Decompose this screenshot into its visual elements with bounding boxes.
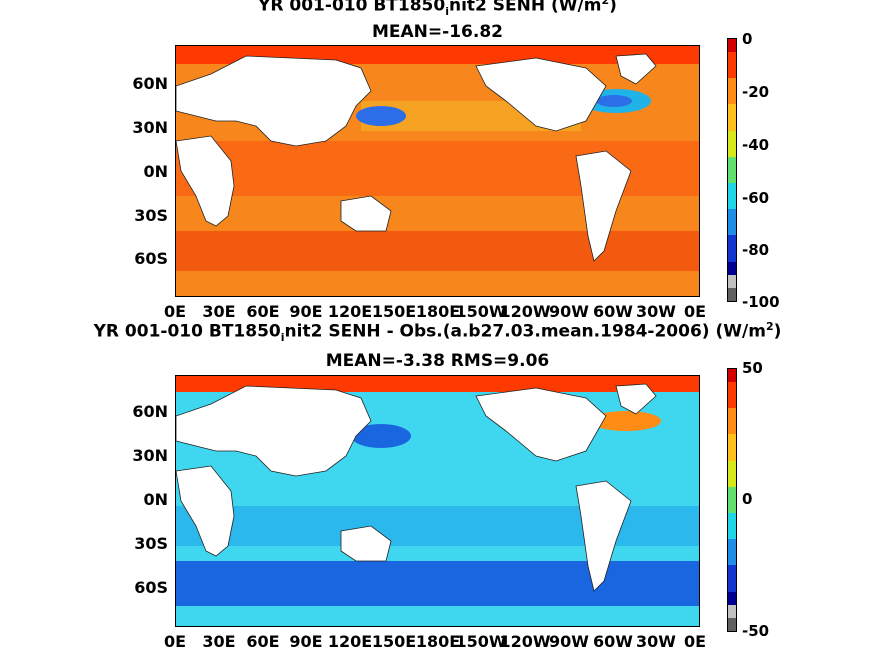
panel2-lon-label: 90W <box>549 632 589 651</box>
panel1-colorbar-label: -100 <box>742 293 780 311</box>
panel1-map-svg <box>176 46 699 296</box>
panel1-kuroshio <box>356 106 406 126</box>
panel2-lon-label: 60E <box>246 632 280 651</box>
panel1-lon-label: 180E <box>415 302 461 321</box>
panel1-title-line1: YR 001-010 BT1850init2 SENH (W/m2) <box>258 0 617 19</box>
panel2-kuroshio <box>351 424 411 448</box>
panel1-southern-ocean <box>176 231 699 271</box>
panel2-map <box>175 375 700 627</box>
panel1-gulf-core <box>596 95 632 107</box>
panel2-lon-label: 0E <box>163 632 187 651</box>
panel2-lon-label: 120W <box>499 632 551 651</box>
panel2-arctic <box>176 376 699 392</box>
panel2-title-stats: MEAN=-3.38 RMS=9.06 <box>325 351 550 371</box>
panel2-lon-label: 60W <box>593 632 633 651</box>
panel2-lat-label: 30S <box>134 534 168 553</box>
panel1-lon-label: 60E <box>246 302 280 321</box>
panel1-lat-label: 0N <box>143 162 168 181</box>
panel1-colorbar-label: -20 <box>742 83 770 101</box>
panel2-colorbar-label: 50 <box>742 359 763 377</box>
panel1-lon-label: 90E <box>289 302 323 321</box>
panel2-lon-label: 30E <box>202 632 236 651</box>
panel2-lon-label: 180E <box>415 632 461 651</box>
panel1-map <box>175 45 700 297</box>
panel1-lon-label: 30E <box>202 302 236 321</box>
panel1-lon-label: 120E <box>327 302 373 321</box>
panel2-lat-label: 30N <box>132 446 168 465</box>
panel1-lon-label: 90W <box>549 302 589 321</box>
panel2-lon-label: 150W <box>455 632 507 651</box>
panel1-colorbar-label: 0 <box>742 30 753 48</box>
panel1-lon-label: 150E <box>371 302 417 321</box>
panel1-lat-label: 30S <box>134 206 168 225</box>
panel2-lat-label: 60S <box>134 578 168 597</box>
panel2-southern-ocean <box>176 561 699 606</box>
panel1-lat-label: 60S <box>134 249 168 268</box>
panel1-colorbar-label: -80 <box>742 241 770 259</box>
panel1-lat-label: 60N <box>132 74 168 93</box>
panel1-title-mean: MEAN=-16.82 <box>372 22 503 42</box>
panel2-lon-label: 30W <box>636 632 676 651</box>
panel2-colorbar-label: 0 <box>742 490 753 508</box>
panel2-lat-label: 60N <box>132 402 168 421</box>
panel2-land <box>176 383 657 592</box>
panel2-title-line1: YR 001-010 BT1850init2 SENH - Obs.(a.b27… <box>93 320 782 345</box>
panel1-land <box>176 53 657 262</box>
panel2-map-svg <box>176 376 699 626</box>
panel2-lon-label: 0E <box>683 632 707 651</box>
panel1-lon-label: 0E <box>163 302 187 321</box>
panel2-gulf-stream <box>591 411 661 431</box>
panel2-colorbar <box>727 368 737 632</box>
panel1-lon-label: 60W <box>593 302 633 321</box>
panel2-lon-label: 90E <box>289 632 323 651</box>
panel2-lon-label: 120E <box>327 632 373 651</box>
panel1-colorbar-label: -60 <box>742 189 770 207</box>
panel1-colorbar-label: -40 <box>742 136 770 154</box>
panel1-lon-label: 150W <box>455 302 507 321</box>
panel2-lon-label: 150E <box>371 632 417 651</box>
panel1-lon-label: 120W <box>499 302 551 321</box>
panel1-colorbar <box>727 38 737 302</box>
panel1-lon-label: 0E <box>683 302 707 321</box>
panel1-lon-label: 30W <box>636 302 676 321</box>
panel1-lat-label: 30N <box>132 118 168 137</box>
panel2-lat-label: 0N <box>143 490 168 509</box>
panel2-colorbar-label: -50 <box>742 622 770 640</box>
